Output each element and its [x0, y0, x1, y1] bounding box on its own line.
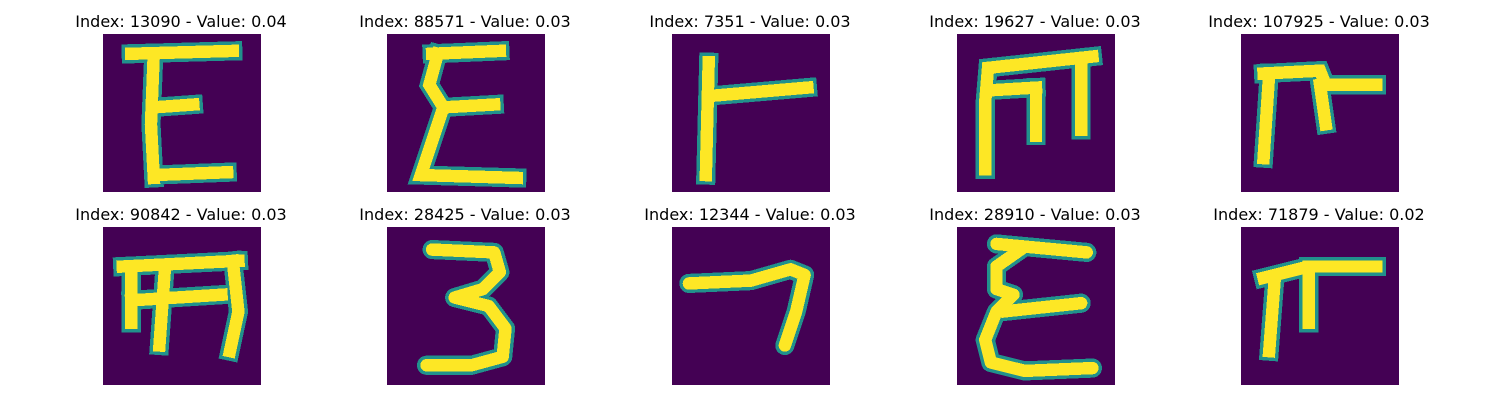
panel-8: Index: 12344 - Value: 0.03	[630, 205, 870, 395]
panel-title: Index: 71879 - Value: 0.02	[1213, 205, 1425, 224]
panel-title: Index: 90842 - Value: 0.03	[75, 205, 287, 224]
panel-title: Index: 28910 - Value: 0.03	[929, 205, 1141, 224]
panel-7: Index: 28425 - Value: 0.03	[345, 205, 585, 395]
glyph-image-7	[387, 227, 545, 385]
panel-title: Index: 7351 - Value: 0.03	[649, 12, 851, 31]
panel-3: Index: 7351 - Value: 0.03	[630, 12, 870, 202]
panel-5: Index: 107925 - Value: 0.03	[1199, 12, 1439, 202]
panel-1: Index: 13090 - Value: 0.04	[61, 12, 301, 202]
glyph-image-3	[672, 34, 830, 192]
glyph-image-1	[103, 34, 261, 192]
panel-title: Index: 88571 - Value: 0.03	[359, 12, 571, 31]
panel-title: Index: 19627 - Value: 0.03	[929, 12, 1141, 31]
glyph-image-10	[1241, 227, 1399, 385]
glyph-image-8	[672, 227, 830, 385]
panel-title: Index: 28425 - Value: 0.03	[359, 205, 571, 224]
panel-4: Index: 19627 - Value: 0.03	[915, 12, 1155, 202]
glyph-image-5	[1241, 34, 1399, 192]
panel-9: Index: 28910 - Value: 0.03	[915, 205, 1155, 395]
panel-2: Index: 88571 - Value: 0.03	[345, 12, 585, 202]
glyph-image-9	[957, 227, 1115, 385]
panel-title: Index: 107925 - Value: 0.03	[1208, 12, 1430, 31]
glyph-image-4	[957, 34, 1115, 192]
panel-6: Index: 90842 - Value: 0.03	[61, 205, 301, 395]
glyph-image-6	[103, 227, 261, 385]
panel-title: Index: 12344 - Value: 0.03	[644, 205, 856, 224]
panel-title: Index: 13090 - Value: 0.04	[75, 12, 287, 31]
glyph-image-2	[387, 34, 545, 192]
panel-10: Index: 71879 - Value: 0.02	[1199, 205, 1439, 395]
